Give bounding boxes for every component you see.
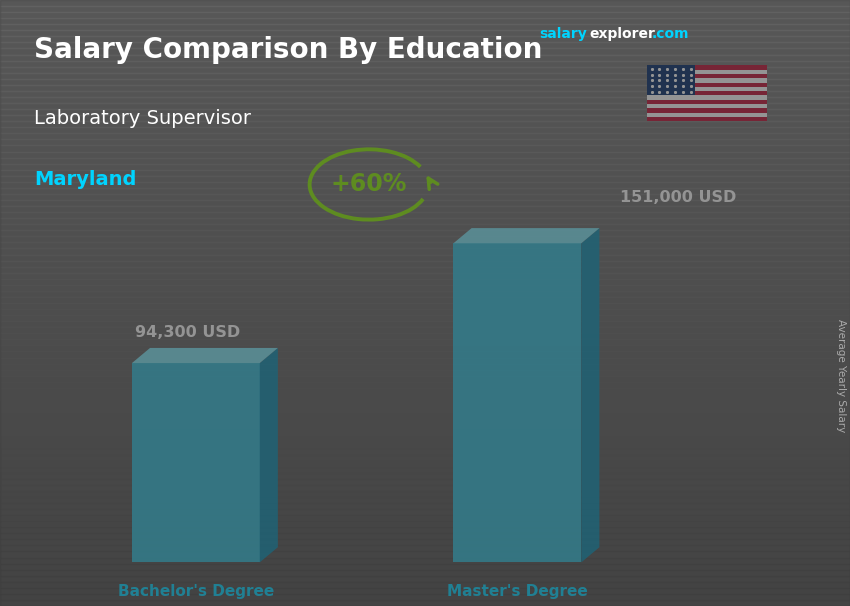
Polygon shape [454, 228, 599, 243]
Bar [647, 91, 767, 96]
Bar [647, 100, 767, 104]
Polygon shape [454, 243, 581, 562]
Bar [647, 74, 767, 78]
Bar [647, 65, 767, 70]
Text: explorer: explorer [589, 27, 654, 41]
Text: Maryland: Maryland [34, 170, 136, 188]
Text: .com: .com [652, 27, 689, 41]
Bar [647, 82, 767, 87]
Text: +60%: +60% [331, 173, 407, 196]
Bar [647, 117, 767, 121]
Polygon shape [581, 228, 599, 562]
Text: Master's Degree: Master's Degree [447, 584, 587, 599]
Polygon shape [260, 348, 278, 562]
Bar [647, 65, 695, 96]
Text: Laboratory Supervisor: Laboratory Supervisor [34, 109, 251, 128]
Text: Average Yearly Salary: Average Yearly Salary [836, 319, 846, 432]
Polygon shape [132, 348, 278, 363]
Text: Salary Comparison By Education: Salary Comparison By Education [34, 36, 542, 64]
Polygon shape [132, 363, 260, 562]
Text: salary: salary [540, 27, 587, 41]
Text: Bachelor's Degree: Bachelor's Degree [117, 584, 274, 599]
Text: 151,000 USD: 151,000 USD [620, 190, 736, 205]
Bar [647, 108, 767, 113]
Text: 94,300 USD: 94,300 USD [135, 325, 241, 340]
Bar [647, 65, 767, 121]
